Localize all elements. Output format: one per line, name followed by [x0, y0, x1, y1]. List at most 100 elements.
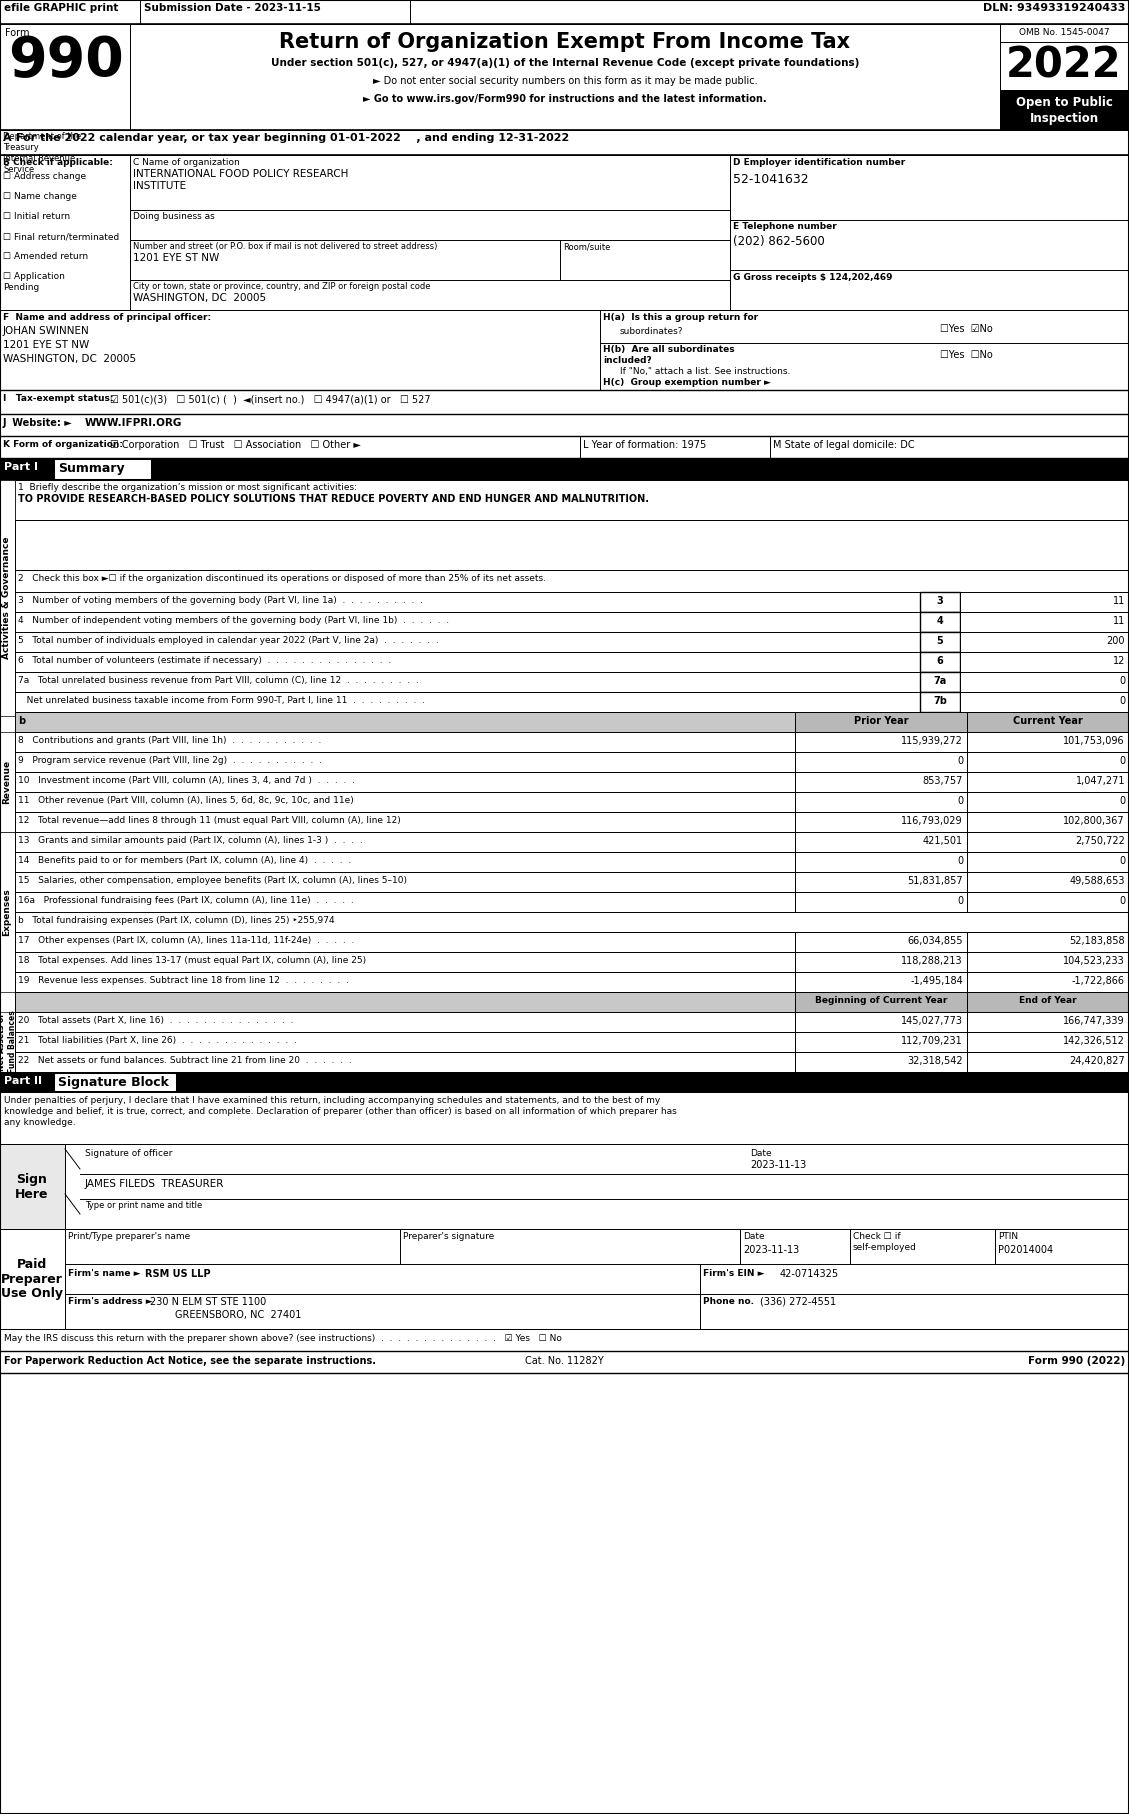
Bar	[920, 611, 960, 631]
Bar	[15, 713, 1129, 733]
Bar	[15, 892, 1129, 912]
Text: ☑ Corporation   ☐ Trust   ☐ Association   ☐ Other ►: ☑ Corporation ☐ Trust ☐ Association ☐ Ot…	[110, 441, 361, 450]
Text: 166,747,339: 166,747,339	[1064, 1016, 1124, 1027]
Bar	[15, 651, 1129, 671]
Text: Date: Date	[743, 1232, 764, 1241]
Text: Date: Date	[750, 1148, 771, 1157]
Text: Number and street (or P.O. box if mail is not delivered to street address): Number and street (or P.O. box if mail i…	[133, 241, 437, 250]
Text: City or town, state or province, country, and ZIP or foreign postal code: City or town, state or province, country…	[133, 281, 430, 290]
Text: ☐ Address change: ☐ Address change	[3, 172, 86, 181]
Text: Summary: Summary	[58, 463, 124, 475]
Text: Activities & Governance: Activities & Governance	[2, 537, 11, 658]
Text: 0: 0	[957, 896, 963, 905]
Text: Cat. No. 11282Y: Cat. No. 11282Y	[525, 1357, 603, 1366]
Text: 12: 12	[1112, 657, 1124, 666]
Text: TO PROVIDE RESEARCH-BASED POLICY SOLUTIONS THAT REDUCE POVERTY AND END HUNGER AN: TO PROVIDE RESEARCH-BASED POLICY SOLUTIO…	[18, 493, 649, 504]
Bar	[0, 1072, 1129, 1092]
Text: 1  Briefly describe the organization’s mission or most significant activities:: 1 Briefly describe the organization’s mi…	[18, 483, 357, 492]
Bar	[599, 310, 1129, 390]
Bar	[15, 671, 1129, 691]
Text: Form: Form	[5, 27, 29, 38]
Text: Revenue: Revenue	[2, 760, 11, 804]
Text: 4: 4	[937, 617, 944, 626]
Text: B Check if applicable:: B Check if applicable:	[3, 158, 113, 167]
Text: ☐Yes  ☑No: ☐Yes ☑No	[940, 325, 992, 334]
Text: Net Assets or
Fund Balances: Net Assets or Fund Balances	[0, 1010, 17, 1074]
Text: Preparer's signature: Preparer's signature	[403, 1232, 495, 1241]
Text: 0: 0	[1119, 697, 1124, 706]
Text: E Telephone number: E Telephone number	[733, 221, 837, 230]
Bar	[15, 793, 1129, 813]
Text: 200: 200	[1106, 637, 1124, 646]
Text: 49,588,653: 49,588,653	[1069, 876, 1124, 885]
Bar	[795, 793, 968, 813]
Bar	[0, 390, 1129, 414]
Bar	[795, 972, 968, 992]
Text: J  Website: ►: J Website: ►	[3, 417, 72, 428]
Bar	[15, 873, 1129, 892]
Text: b: b	[18, 717, 25, 726]
Text: 19   Revenue less expenses. Subtract line 18 from line 12  .  .  .  .  .  .  .  : 19 Revenue less expenses. Subtract line …	[18, 976, 349, 985]
Text: 16a   Professional fundraising fees (Part IX, column (A), line 11e)  .  .  .  . : 16a Professional fundraising fees (Part …	[18, 896, 353, 905]
Text: L Year of formation: 1975: L Year of formation: 1975	[583, 441, 707, 450]
Bar	[0, 481, 15, 717]
Text: 32,318,542: 32,318,542	[908, 1056, 963, 1067]
Text: (336) 272-4551: (336) 272-4551	[760, 1297, 837, 1308]
Text: 115,939,272: 115,939,272	[901, 736, 963, 746]
Bar	[960, 611, 1129, 631]
Bar	[55, 1074, 175, 1090]
Text: Expenses: Expenses	[2, 889, 11, 936]
Text: 0: 0	[1119, 756, 1124, 766]
Text: 11: 11	[1113, 597, 1124, 606]
Bar	[15, 952, 1129, 972]
Text: 0: 0	[957, 796, 963, 805]
Text: 2,750,722: 2,750,722	[1075, 836, 1124, 845]
Bar	[15, 912, 1129, 932]
Text: Form 990 (2022): Form 990 (2022)	[1027, 1357, 1124, 1366]
Text: OMB No. 1545-0047: OMB No. 1545-0047	[1018, 27, 1110, 36]
Bar	[960, 631, 1129, 651]
Bar	[0, 0, 1129, 24]
Bar	[795, 952, 968, 972]
Text: GREENSBORO, NC  27401: GREENSBORO, NC 27401	[150, 1310, 301, 1321]
Text: Sign
Here: Sign Here	[16, 1172, 49, 1201]
Bar	[960, 651, 1129, 671]
Bar	[15, 992, 1129, 1012]
Text: 0: 0	[957, 756, 963, 766]
Text: 51,831,857: 51,831,857	[908, 876, 963, 885]
Bar	[0, 1330, 1129, 1351]
Bar	[0, 154, 130, 310]
Bar	[15, 773, 1129, 793]
Bar	[15, 932, 1129, 952]
Text: 7b: 7b	[933, 697, 947, 706]
Bar	[920, 651, 960, 671]
Text: 52-1041632: 52-1041632	[733, 172, 808, 187]
Bar	[968, 932, 1129, 952]
Bar	[968, 713, 1129, 733]
Text: Prior Year: Prior Year	[854, 717, 908, 726]
Text: Firm's name ►: Firm's name ►	[68, 1270, 140, 1279]
Text: subordinates?: subordinates?	[620, 327, 683, 336]
Bar	[0, 1145, 65, 1230]
Text: Firm's address ►: Firm's address ►	[68, 1297, 152, 1306]
Text: 853,757: 853,757	[922, 776, 963, 785]
Text: WWW.IFPRI.ORG: WWW.IFPRI.ORG	[85, 417, 183, 428]
Text: End of Year: End of Year	[1019, 996, 1077, 1005]
Bar	[15, 833, 1129, 853]
Text: 7a   Total unrelated business revenue from Part VIII, column (C), line 12  .  . : 7a Total unrelated business revenue from…	[18, 677, 419, 686]
Text: 1201 EYE ST NW: 1201 EYE ST NW	[133, 252, 219, 263]
Bar	[960, 591, 1129, 611]
Bar	[795, 773, 968, 793]
Bar	[0, 1230, 1129, 1330]
Text: 3: 3	[937, 597, 944, 606]
Text: 22   Net assets or fund balances. Subtract line 21 from line 20  .  .  .  .  .  : 22 Net assets or fund balances. Subtract…	[18, 1056, 352, 1065]
Text: 101,753,096: 101,753,096	[1064, 736, 1124, 746]
Text: Doing business as: Doing business as	[133, 212, 215, 221]
Text: INTERNATIONAL FOOD POLICY RESEARCH
INSTITUTE: INTERNATIONAL FOOD POLICY RESEARCH INSTI…	[133, 169, 349, 192]
Bar	[968, 1012, 1129, 1032]
Text: 0: 0	[1119, 677, 1124, 686]
Text: ☐ Final return/terminated: ☐ Final return/terminated	[3, 232, 120, 241]
Bar	[0, 733, 15, 833]
Text: 5: 5	[937, 637, 944, 646]
Text: I   Tax-exempt status:: I Tax-exempt status:	[3, 394, 114, 403]
